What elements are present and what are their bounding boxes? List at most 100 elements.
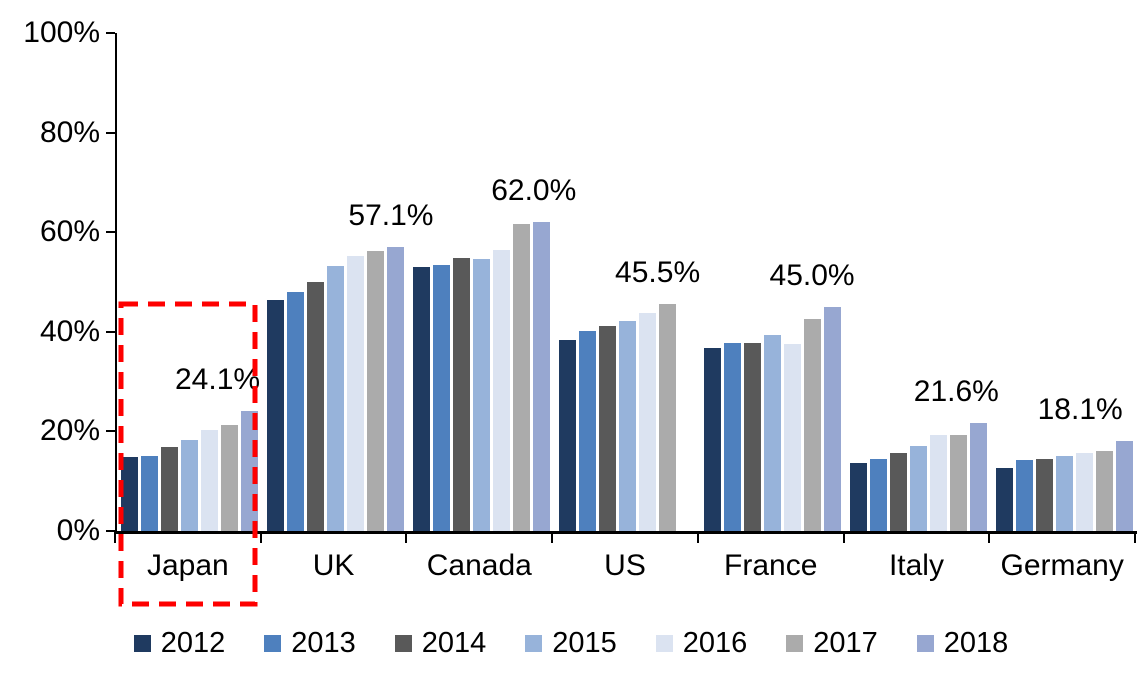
legend-swatch-2018 bbox=[916, 635, 934, 652]
bar-france-2017 bbox=[804, 319, 822, 531]
x-axis-labels: Japan UK Canada US France Italy Germany bbox=[115, 549, 1135, 587]
x-label-uk: UK bbox=[312, 549, 355, 582]
bar-japan-2018 bbox=[241, 410, 259, 531]
x-label-canada: Canada bbox=[426, 549, 532, 582]
legend-label-2016: 2016 bbox=[682, 627, 748, 659]
bar-uk-2015 bbox=[327, 265, 345, 531]
bar-japan-2017 bbox=[221, 424, 239, 531]
bar-uk-2018 bbox=[387, 246, 405, 531]
legend-item-2014: 2014 bbox=[394, 627, 487, 660]
x-label-france: France bbox=[724, 549, 818, 582]
bar-group-italy bbox=[846, 33, 992, 531]
legend-item-2012: 2012 bbox=[133, 627, 226, 660]
bar-italy-2015 bbox=[909, 445, 927, 531]
bar-us-2012 bbox=[558, 340, 576, 531]
y-tick-label-80: 80% bbox=[39, 115, 100, 149]
y-tick-mark bbox=[106, 530, 115, 532]
data-label-us: 45.5% bbox=[615, 256, 701, 290]
y-tick-label-0: 0% bbox=[56, 514, 100, 547]
legend-item-2016: 2016 bbox=[655, 627, 748, 660]
legend-label-2014: 2014 bbox=[421, 627, 487, 659]
y-tick-mark bbox=[106, 131, 115, 134]
legend-swatch-2017 bbox=[786, 635, 804, 652]
bar-france-2012 bbox=[704, 348, 722, 531]
x-label-italy: Italy bbox=[888, 549, 944, 582]
bar-italy-2016 bbox=[929, 435, 947, 531]
legend-item-2015: 2015 bbox=[525, 627, 617, 660]
bar-germany-2018 bbox=[1115, 440, 1133, 531]
plot-area: 24.1% 57.1% 62.0% 45.5% 45.0% 21.6% 18.1% bbox=[115, 33, 1137, 607]
bar-group-uk bbox=[263, 33, 409, 531]
y-tick-mark bbox=[106, 231, 115, 234]
bar-japan-2014 bbox=[161, 446, 179, 531]
data-label-canada: 62.0% bbox=[491, 174, 577, 208]
bar-germany-2014 bbox=[1035, 459, 1053, 531]
legend: 2012 2013 2014 2015 2016 2017 2018 bbox=[0, 627, 1142, 660]
bar-canada-2015 bbox=[472, 259, 490, 531]
bar-canada-2012 bbox=[412, 267, 430, 531]
legend-swatch-2015 bbox=[525, 635, 543, 652]
bar-canada-2013 bbox=[432, 264, 450, 531]
bar-italy-2014 bbox=[889, 453, 907, 531]
bar-italy-2017 bbox=[949, 434, 967, 531]
data-label-uk: 57.1% bbox=[348, 198, 434, 232]
y-tick-mark bbox=[106, 32, 115, 34]
bar-italy-2013 bbox=[869, 458, 887, 531]
legend-swatch-2012 bbox=[133, 635, 151, 652]
y-tick-label-100: 100% bbox=[23, 16, 100, 49]
y-tick-mark bbox=[106, 430, 115, 433]
bar-us-2014 bbox=[598, 326, 616, 531]
bar-japan-2015 bbox=[181, 439, 199, 531]
legend-item-2018: 2018 bbox=[916, 627, 1009, 660]
x-tick-mark bbox=[551, 532, 554, 543]
bar-group-france bbox=[700, 33, 846, 531]
legend-label-2017: 2017 bbox=[813, 627, 878, 659]
data-label-germany: 18.1% bbox=[1037, 392, 1123, 426]
x-label-germany: Germany bbox=[1000, 549, 1124, 582]
bar-germany-2015 bbox=[1055, 455, 1073, 531]
bar-group-germany bbox=[991, 33, 1137, 531]
bar-japan-2016 bbox=[201, 429, 219, 531]
legend-label-2012: 2012 bbox=[160, 627, 226, 659]
bar-france-2016 bbox=[784, 344, 802, 531]
bar-us-2017 bbox=[658, 304, 676, 531]
legend-item-2017: 2017 bbox=[786, 627, 878, 660]
y-tick-label-40: 40% bbox=[39, 314, 100, 348]
bar-canada-2017 bbox=[512, 223, 530, 531]
data-label-italy: 21.6% bbox=[913, 375, 999, 409]
bar-france-2013 bbox=[724, 342, 742, 531]
legend-label-2015: 2015 bbox=[552, 627, 617, 659]
bar-us-2013 bbox=[578, 331, 596, 531]
bar-germany-2012 bbox=[995, 468, 1013, 531]
bar-group-canada bbox=[408, 33, 554, 531]
bar-france-2014 bbox=[744, 342, 762, 531]
bar-group-us bbox=[554, 33, 700, 531]
legend-swatch-2014 bbox=[394, 635, 412, 652]
x-tick-mark bbox=[842, 532, 845, 543]
data-label-japan: 24.1% bbox=[174, 362, 261, 396]
y-tick-label-20: 20% bbox=[39, 414, 100, 448]
bar-japan-2013 bbox=[141, 456, 159, 531]
x-label-us: US bbox=[604, 549, 646, 582]
bar-uk-2016 bbox=[347, 256, 365, 531]
y-tick-mark bbox=[106, 330, 115, 333]
y-tick-label-60: 60% bbox=[39, 215, 100, 249]
bar-france-2018 bbox=[824, 306, 842, 531]
bar-canada-2016 bbox=[492, 250, 510, 531]
bar-germany-2013 bbox=[1015, 460, 1033, 531]
x-tick-mark bbox=[405, 532, 408, 543]
data-label-france: 45.0% bbox=[769, 258, 855, 292]
x-tick-mark bbox=[259, 532, 262, 543]
bar-uk-2013 bbox=[287, 291, 305, 531]
bar-uk-2017 bbox=[367, 250, 385, 531]
legend-swatch-2013 bbox=[264, 635, 282, 652]
x-tick-mark bbox=[1134, 532, 1136, 543]
bar-canada-2014 bbox=[452, 257, 470, 531]
legend-label-2018: 2018 bbox=[943, 627, 1009, 659]
x-tick-mark bbox=[696, 532, 699, 543]
legend-label-2013: 2013 bbox=[291, 627, 356, 659]
x-tick-mark bbox=[988, 532, 991, 543]
bar-italy-2012 bbox=[849, 463, 867, 531]
bar-germany-2016 bbox=[1075, 453, 1093, 531]
